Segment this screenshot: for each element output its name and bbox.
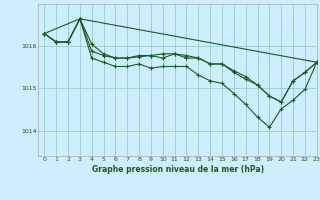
X-axis label: Graphe pression niveau de la mer (hPa): Graphe pression niveau de la mer (hPa) [92, 165, 264, 174]
